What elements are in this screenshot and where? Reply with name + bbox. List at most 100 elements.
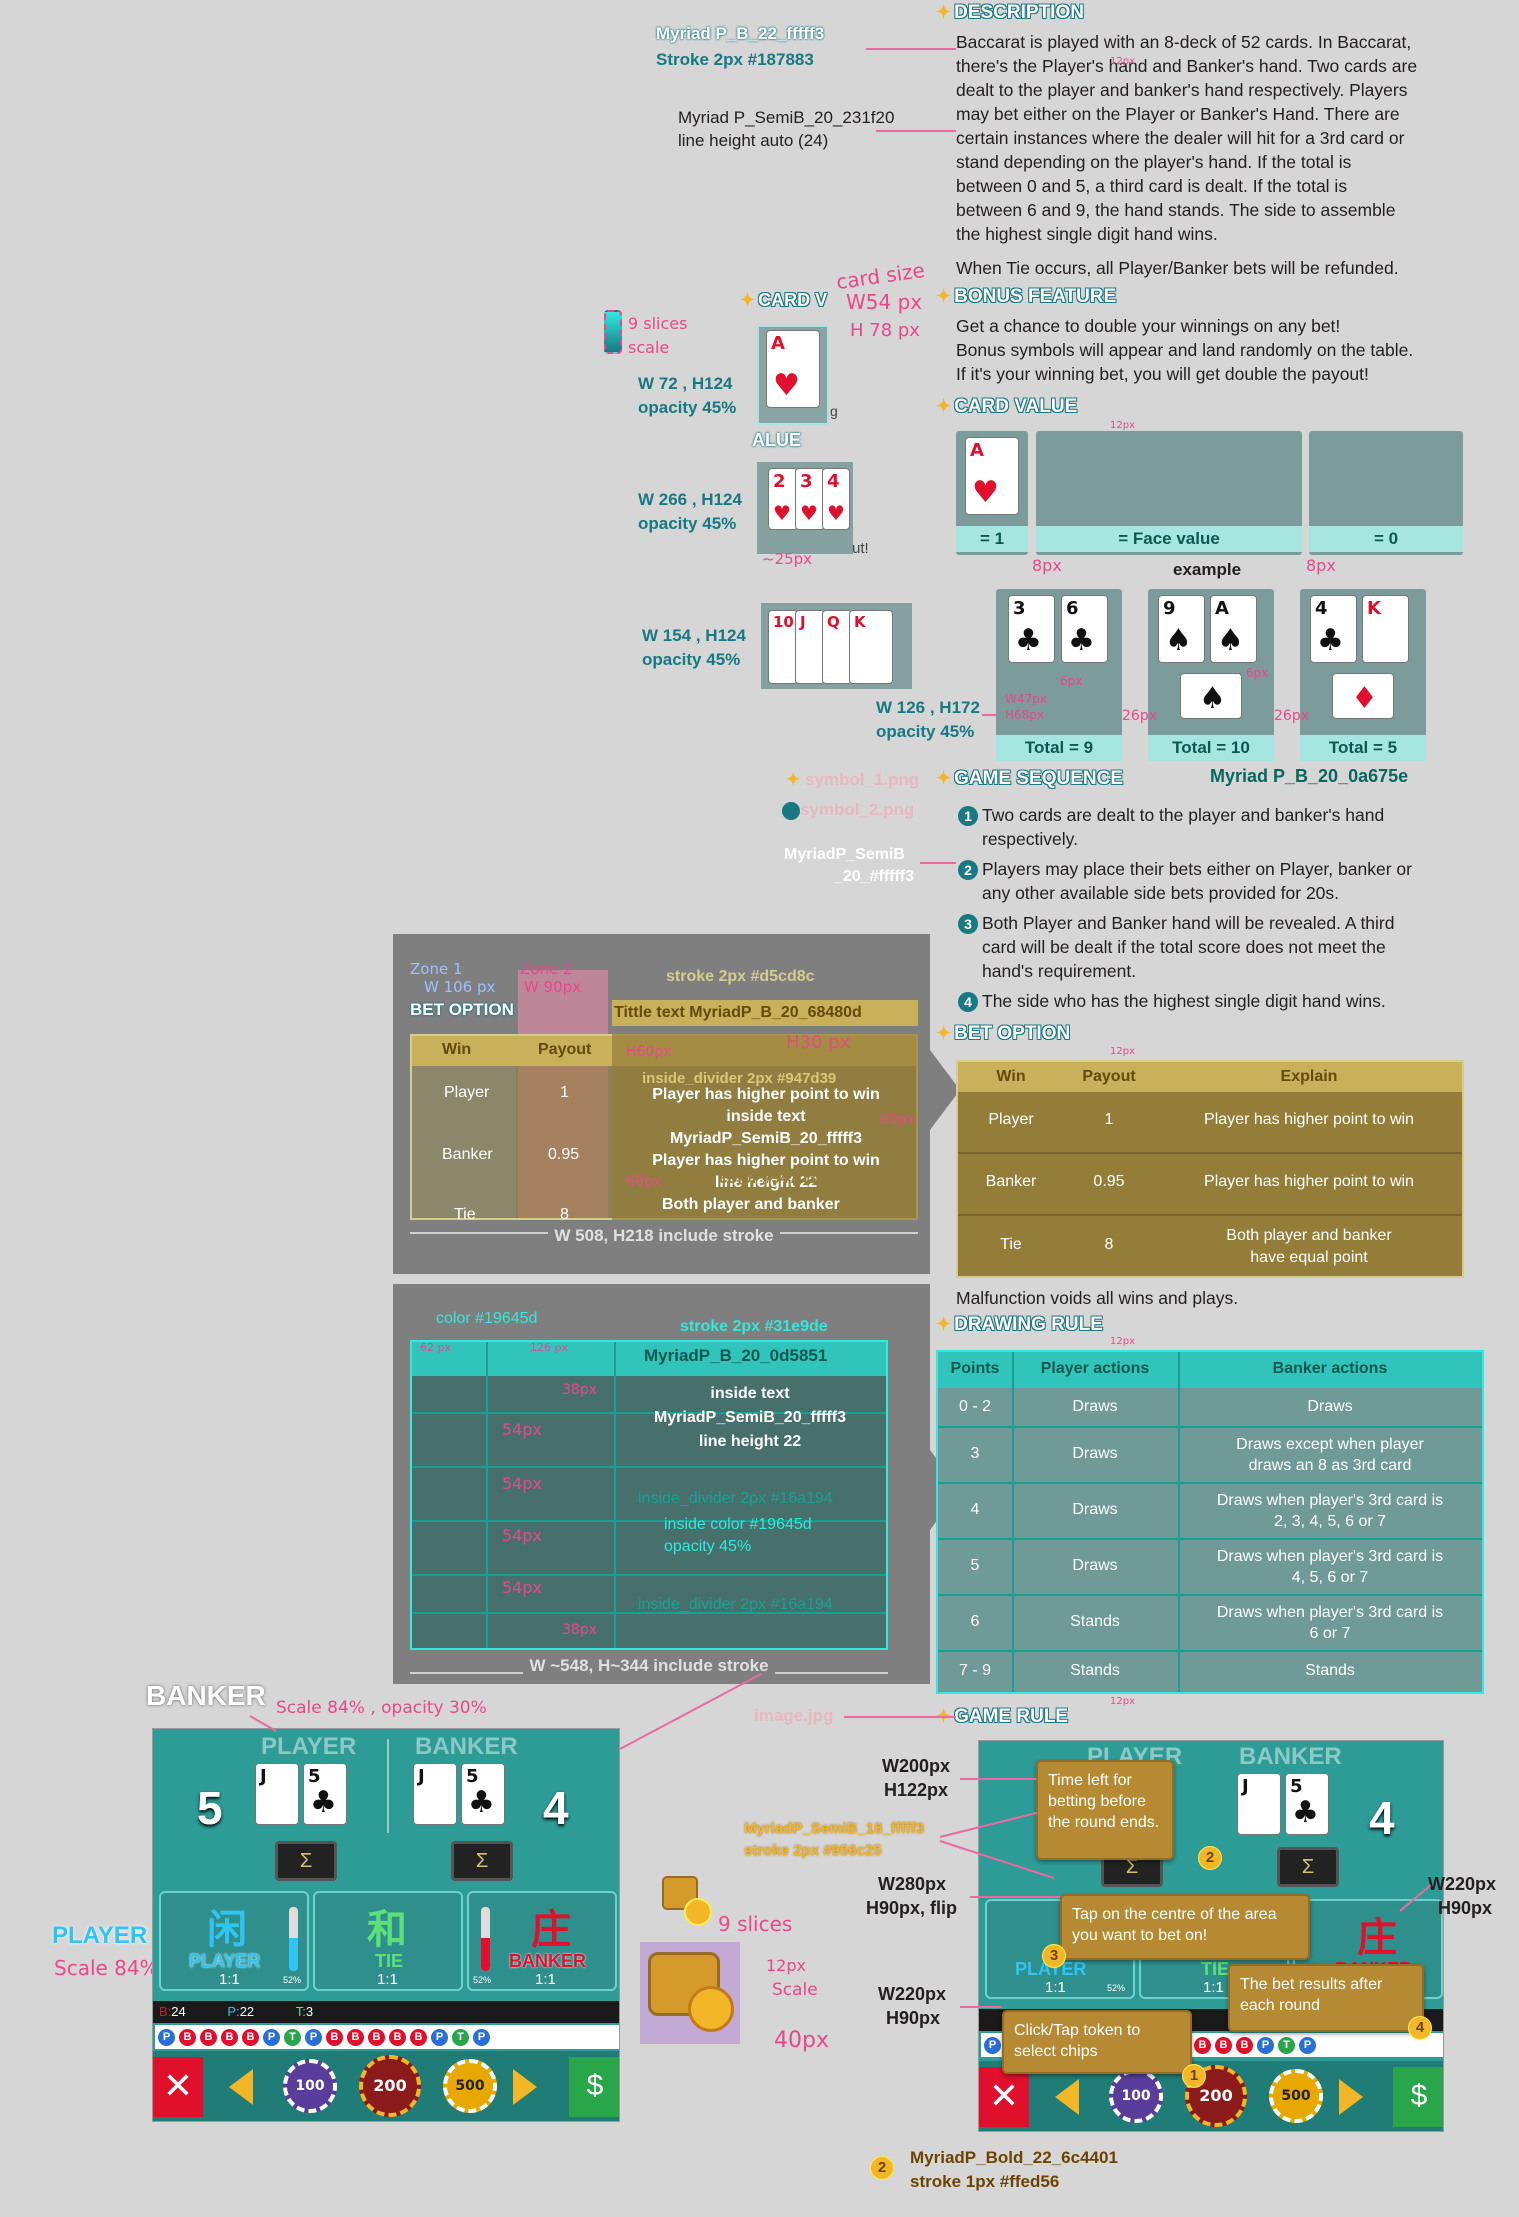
gap-note: 8px bbox=[1032, 556, 1062, 575]
malfunction-text: Malfunction voids all wins and plays. bbox=[956, 1288, 1239, 1308]
draw-row: 0 - 2 Draws Draws bbox=[958, 1398, 1353, 1415]
zone2w-note: W 90px bbox=[524, 978, 582, 996]
pink-pointer bbox=[960, 1778, 1036, 1780]
road-bead: P bbox=[1298, 2036, 1317, 2055]
arrow-left-icon[interactable] bbox=[229, 2069, 253, 2105]
chip-200[interactable]: 200 bbox=[359, 2055, 421, 2117]
h60-note: H60px bbox=[626, 1044, 672, 1060]
eq0-label: = 0 bbox=[1309, 526, 1463, 552]
sigma-icon: Σ bbox=[1277, 1847, 1339, 1887]
card-size-note: card size bbox=[834, 257, 927, 295]
close-icon[interactable]: ✕ bbox=[153, 2057, 203, 2117]
symbol1-note: ✦ symbol_1.png bbox=[786, 770, 920, 789]
bet-table-header bbox=[958, 1062, 1462, 1092]
tip-font-note: MyriadP_SemiB_18_fffff3 bbox=[744, 1820, 925, 1837]
divider bbox=[938, 1650, 1482, 1652]
cashout-icon[interactable]: $ bbox=[1393, 2067, 1443, 2127]
road-bead: T bbox=[1277, 2036, 1296, 2055]
seq-font-note-1: MyriadP_SemiB bbox=[784, 846, 905, 863]
road-bead: B bbox=[388, 2028, 407, 2047]
road-bead: B bbox=[178, 2028, 197, 2047]
player-progress-fill bbox=[289, 1937, 298, 1971]
w72-note: W 72 , H124 bbox=[638, 374, 733, 393]
bet-area-tie[interactable]: 和 TIE 1:1 bbox=[313, 1891, 463, 1991]
bleed-text: Both player and banker bbox=[662, 1196, 840, 1213]
bet-area-player[interactable]: 闲 PLAYER 1:1 52% bbox=[159, 1891, 309, 1991]
px60-note: 60px bbox=[626, 1174, 661, 1190]
card-10-hearts: 10 bbox=[768, 610, 798, 684]
w154-note: W 154 , H124 bbox=[642, 626, 746, 645]
chip-100[interactable]: 100 bbox=[283, 2059, 337, 2113]
w47-note: W47px bbox=[1005, 692, 1047, 706]
size4a-note: W220px bbox=[878, 1984, 947, 2004]
seq-font-note-2: _20_#fffff3 bbox=[834, 868, 915, 885]
chip-100[interactable]: 100 bbox=[1109, 2069, 1163, 2123]
arrow-left-icon[interactable] bbox=[1055, 2079, 1079, 2115]
sequence-heading: ✦ GAME SEQUENCE bbox=[936, 768, 1124, 789]
cashout-icon[interactable]: $ bbox=[569, 2057, 619, 2117]
slice-small-circle bbox=[684, 1898, 712, 1926]
spec-row: 0.95 bbox=[548, 1146, 580, 1163]
nine-slices-note: 9 slices bbox=[628, 314, 688, 333]
divider bbox=[1012, 1352, 1014, 1692]
size3a-note: W220px bbox=[1428, 1874, 1497, 1894]
draw-header-banker: Banker actions bbox=[1272, 1360, 1388, 1377]
color-note: color #19645d bbox=[436, 1310, 538, 1327]
player-score: 5 bbox=[197, 1782, 223, 1834]
chip-500[interactable]: 500 bbox=[1269, 2069, 1323, 2123]
scale-note: scale bbox=[628, 338, 670, 357]
draw-row: 3 Draws Draws except when player draws an… bbox=[970, 1436, 1424, 1474]
divider bbox=[387, 1739, 389, 1833]
road-bead: B bbox=[325, 2028, 344, 2047]
opacity-note: opacity 45% bbox=[876, 722, 975, 741]
road-bead: P bbox=[262, 2028, 281, 2047]
divider bbox=[412, 1612, 886, 1614]
size1b-note: H122px bbox=[884, 1780, 949, 1800]
zone1w-note: W 106 px bbox=[424, 978, 496, 996]
arrow-right-icon[interactable] bbox=[513, 2069, 537, 2105]
tooltip-bet-area: Tap on the centre of the area you want t… bbox=[1060, 1894, 1310, 1960]
size-note: W 508, H218 include stroke bbox=[410, 1226, 918, 1246]
title-note: Tittle text MyriadP_B_20_68480d bbox=[612, 1000, 918, 1026]
player-scale-note: Scale 84% bbox=[54, 1956, 159, 1980]
close-icon[interactable]: ✕ bbox=[979, 2067, 1029, 2127]
road-bead: P bbox=[304, 2028, 323, 2047]
spacing-note: 12px bbox=[1110, 1046, 1135, 1057]
chip-500[interactable]: 500 bbox=[443, 2059, 497, 2113]
description-text: Baccarat is played with an 8-deck of 52 … bbox=[956, 32, 1418, 278]
stroke-note: stroke 2px #d5cd8c bbox=[666, 968, 815, 985]
bet-option-partial-heading: BET OPTION bbox=[410, 1000, 514, 1019]
arrow-right-icon[interactable] bbox=[1339, 2079, 1363, 2115]
example-box-9: 3 ♣ 6 ♣ Total = 9 bbox=[996, 589, 1122, 761]
divider bbox=[938, 1594, 1482, 1596]
slice-large-circle bbox=[688, 1986, 734, 2032]
card-3-clubs: 3 ♣ bbox=[1008, 595, 1055, 663]
tie-glyph: 和 bbox=[367, 1907, 407, 1953]
tie-odds: 1:1 bbox=[377, 1971, 398, 1988]
opacity-note: opacity 45% bbox=[638, 514, 737, 533]
player-progress bbox=[289, 1907, 298, 1971]
spec-header-win: Win bbox=[442, 1041, 472, 1058]
px54-note: 54px bbox=[502, 1420, 542, 1439]
player-title: PLAYER bbox=[261, 1733, 357, 1760]
px54-note: 54px bbox=[502, 1578, 542, 1597]
road-bead: B bbox=[346, 2028, 365, 2047]
road-bead: B bbox=[220, 2028, 239, 2047]
pink-pointer bbox=[866, 48, 956, 50]
star-icon: ✦ bbox=[936, 1023, 952, 1043]
bet-header-win: Win bbox=[996, 1068, 1026, 1085]
drawing-rule-heading: ✦ DRAWING RULE bbox=[936, 1314, 1103, 1335]
chip-200[interactable]: 200 bbox=[1185, 2065, 1247, 2127]
symbol2-note: symbol_2.png bbox=[782, 800, 914, 820]
h68-note: H68px bbox=[1005, 708, 1045, 722]
divider bbox=[938, 1538, 1482, 1540]
drawing-rule-table: Points Player actions Banker actions 0 -… bbox=[936, 1350, 1484, 1694]
sequence-list: 1 Two cards are dealt to the player and b… bbox=[958, 803, 1478, 1013]
slice-40-note: 40px bbox=[774, 2028, 829, 2053]
bet-area-banker[interactable]: 52% 庄 BANKER 1:1 bbox=[467, 1891, 617, 1991]
divider bbox=[412, 1466, 886, 1468]
draw-header-points: Points bbox=[950, 1360, 1000, 1377]
distance-note: ~25px bbox=[762, 550, 813, 568]
divider bbox=[1178, 1352, 1180, 1692]
tooltip-number: 2 bbox=[1198, 1846, 1222, 1870]
